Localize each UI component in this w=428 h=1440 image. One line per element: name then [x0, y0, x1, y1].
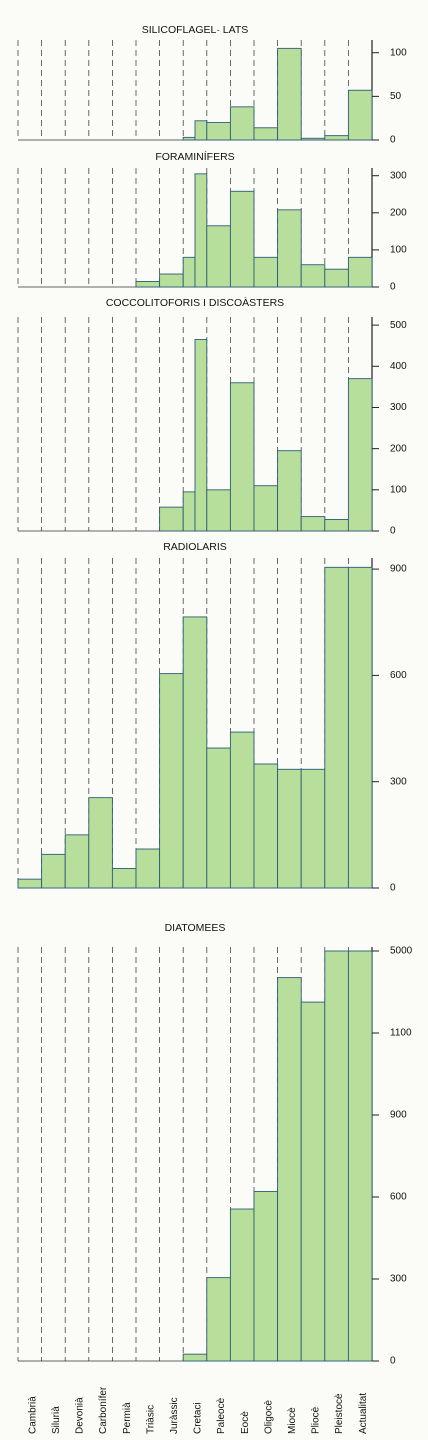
bar — [324, 519, 349, 532]
panel-title: DIATOMEES — [165, 922, 226, 934]
y-tick-label: 100 — [390, 47, 407, 58]
y-tick-label: 0 — [390, 1356, 396, 1367]
bar — [229, 731, 255, 889]
bar — [253, 256, 279, 288]
y-tick-label: 0 — [390, 135, 396, 146]
bar — [324, 950, 349, 1362]
bar — [206, 122, 231, 141]
bar — [206, 1277, 231, 1362]
bar — [300, 768, 326, 889]
bar — [253, 1191, 279, 1362]
bar — [206, 489, 231, 532]
bar — [347, 89, 373, 141]
x-tick-label: Cretaci — [193, 1402, 204, 1434]
bar — [194, 120, 208, 141]
bar — [64, 834, 90, 889]
bar — [229, 1208, 255, 1362]
bar — [182, 1353, 208, 1362]
y-tick-label: 0 — [390, 883, 396, 894]
y-tick-label: 100 — [390, 484, 407, 495]
bar — [277, 768, 302, 889]
bar — [194, 173, 208, 288]
y-tick-label: 100 — [390, 245, 407, 256]
bar — [347, 566, 373, 889]
y-tick-label: 300 — [390, 402, 407, 413]
bar — [324, 135, 349, 141]
y-tick-label: 500 — [390, 320, 407, 331]
bar — [182, 616, 208, 889]
bar — [159, 506, 184, 532]
bar — [229, 106, 255, 141]
x-tick-label: Actualitat — [358, 1393, 369, 1434]
bar — [182, 136, 196, 141]
bar — [277, 977, 302, 1362]
y-tick-label: 900 — [390, 564, 407, 575]
bar — [41, 853, 66, 889]
y-tick-label: 1100 — [390, 1028, 412, 1039]
y-tick-label: 900 — [390, 1110, 407, 1121]
x-tick-label: Eocè — [240, 1411, 251, 1434]
x-tick-label: Permià — [122, 1402, 133, 1434]
x-tick-label: Cambrià — [27, 1396, 38, 1434]
bar — [300, 1001, 326, 1362]
y-tick-label: 0 — [390, 526, 396, 537]
bar — [324, 268, 349, 288]
x-tick-label: Carbonífer — [98, 1386, 109, 1434]
panel-title: RADIOLARIS — [163, 541, 227, 553]
y-tick-label: 200 — [390, 207, 407, 218]
bar — [300, 264, 326, 288]
y-tick-label: 400 — [390, 361, 407, 372]
bar — [300, 137, 326, 141]
bar — [300, 516, 326, 532]
bar — [135, 848, 161, 889]
bar — [253, 763, 279, 889]
bar — [206, 747, 231, 889]
x-tick-label: Pliocè — [311, 1406, 322, 1434]
bar — [88, 797, 113, 889]
bar — [17, 878, 43, 889]
y-tick-label: 5000 — [390, 946, 413, 957]
x-tick-label: Devonià — [75, 1397, 86, 1434]
bar — [347, 256, 373, 288]
x-tick-label: Juràssic — [169, 1397, 180, 1434]
bar — [347, 378, 373, 532]
y-tick-label: 300 — [390, 1274, 407, 1285]
y-tick-label: 600 — [390, 1192, 407, 1203]
x-tick-label: Paleocè — [216, 1397, 227, 1434]
x-tick-label: Oligocè — [263, 1400, 274, 1434]
bar — [159, 273, 184, 288]
bar — [277, 450, 302, 532]
bar — [229, 190, 255, 288]
bar — [277, 47, 302, 141]
bar — [182, 491, 196, 532]
y-tick-label: 200 — [390, 443, 407, 454]
bar — [347, 950, 373, 1362]
y-tick-label: 600 — [390, 670, 407, 681]
bar — [182, 256, 196, 288]
bar — [111, 868, 137, 889]
x-tick-label: Pleistocè — [334, 1393, 345, 1434]
bar — [159, 673, 184, 889]
bar — [253, 485, 279, 532]
y-tick-label: 50 — [390, 91, 402, 102]
x-tick-label: Silurià — [51, 1406, 62, 1434]
y-tick-label: 300 — [390, 776, 407, 787]
y-tick-label: 0 — [390, 282, 396, 293]
bar — [324, 566, 349, 889]
panel-title: COCCOLITOFORIS I DISCOÀSTERS — [106, 296, 284, 309]
bar — [135, 280, 161, 288]
panel-title: FORAMINÍFERS — [155, 150, 234, 163]
bar — [253, 127, 279, 141]
bar — [194, 339, 208, 532]
x-tick-label: Miocè — [287, 1407, 298, 1434]
y-tick-label: 300 — [390, 170, 407, 181]
panel-title: SILICOFLAGEL· LATS — [142, 24, 249, 36]
bar — [229, 382, 255, 532]
bar — [277, 209, 302, 288]
x-tick-label: Triàsic — [145, 1405, 156, 1434]
bar — [206, 225, 231, 288]
